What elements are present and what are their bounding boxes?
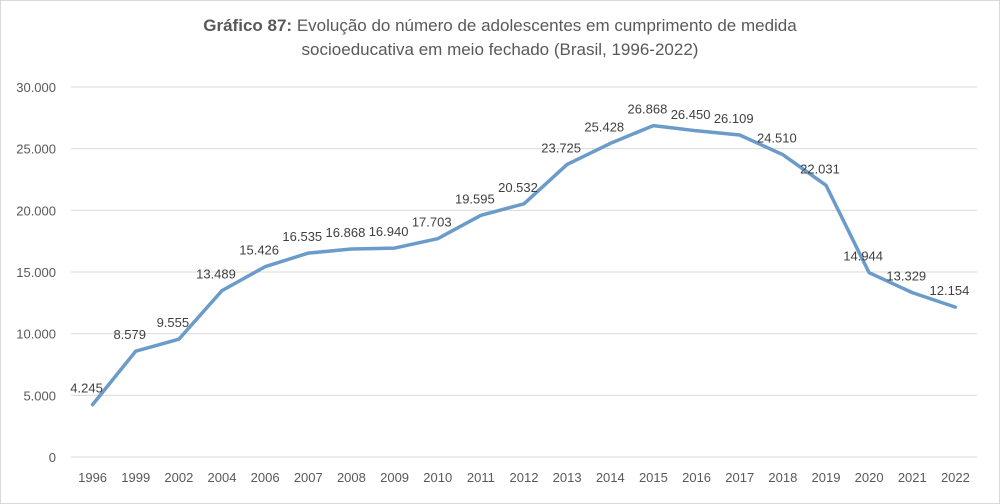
y-axis: 0 5.000 10.000 15.000 20.000 25.000 30.000: [16, 80, 56, 465]
y-tick-label: 20.000: [16, 203, 56, 218]
chart-title-line-1: Gráfico 87: Evolução do número de adoles…: [0, 14, 1000, 38]
data-label: 26.109: [714, 111, 754, 126]
x-tick-label: 2013: [553, 470, 582, 485]
data-label: 16.868: [326, 225, 366, 240]
data-label: 26.450: [671, 107, 711, 122]
data-label: 23.725: [541, 140, 581, 155]
data-label: 25.428: [584, 119, 624, 134]
data-label: 24.510: [757, 131, 797, 146]
y-tick-label: 10.000: [16, 327, 56, 342]
chart-title-bold: Gráfico 87:: [203, 16, 293, 35]
x-tick-label: 1999: [121, 470, 150, 485]
x-tick-label: 2022: [941, 470, 970, 485]
x-tick-label: 2002: [164, 470, 193, 485]
data-label: 20.532: [498, 180, 538, 195]
x-tick-label: 2018: [768, 470, 797, 485]
chart-title-line-2: socioeducativa em meio fechado (Brasil, …: [301, 40, 699, 59]
chart-title: Gráfico 87: Evolução do número de adoles…: [0, 14, 1000, 62]
x-tick-label: 2009: [380, 470, 409, 485]
data-label: 26.868: [628, 102, 668, 117]
data-label: 13.329: [886, 269, 926, 284]
data-label: 19.595: [455, 191, 495, 206]
x-tick-label: 2004: [208, 470, 237, 485]
data-label: 16.940: [369, 224, 409, 239]
data-label: 12.154: [930, 283, 970, 298]
data-label: 17.703: [412, 215, 452, 230]
x-tick-label: 2014: [596, 470, 625, 485]
x-tick-label: 2017: [725, 470, 754, 485]
x-tick-label: 2007: [294, 470, 323, 485]
data-label: 14.944: [843, 249, 883, 264]
data-label: 9.555: [157, 315, 190, 330]
x-tick-label: 2015: [639, 470, 668, 485]
x-axis: 1996 1999 2002 2004 2006 2007 2008 2009 2010 2011…: [78, 470, 970, 485]
x-tick-label: 2011: [467, 470, 495, 485]
x-tick-label: 2021: [898, 470, 927, 485]
y-tick-label: 15.000: [16, 265, 56, 280]
x-tick-label: 2020: [855, 470, 884, 485]
chart-title-text: Evolução do número de adolescentes em cu…: [296, 16, 797, 35]
gridlines: [71, 86, 977, 458]
data-label: 4.245: [70, 381, 103, 396]
x-tick-label: 2006: [251, 470, 280, 485]
series: [90, 123, 958, 407]
x-tick-label: 2008: [337, 470, 366, 485]
y-tick-label: 30.000: [16, 80, 56, 95]
data-label: 16.535: [282, 229, 322, 244]
data-label: 13.489: [196, 267, 236, 282]
x-tick-label: 2012: [510, 470, 539, 485]
x-tick-label: 2019: [812, 470, 841, 485]
data-label: 15.426: [239, 243, 279, 258]
x-tick-label: 1996: [78, 470, 107, 485]
x-tick-label: 2016: [682, 470, 711, 485]
y-tick-label: 0: [49, 450, 56, 465]
x-tick-label: 2010: [423, 470, 452, 485]
y-tick-label: 25.000: [16, 142, 56, 157]
y-tick-label: 5.000: [23, 388, 56, 403]
data-label: 8.579: [113, 327, 146, 342]
data-label: 22.031: [800, 161, 840, 176]
